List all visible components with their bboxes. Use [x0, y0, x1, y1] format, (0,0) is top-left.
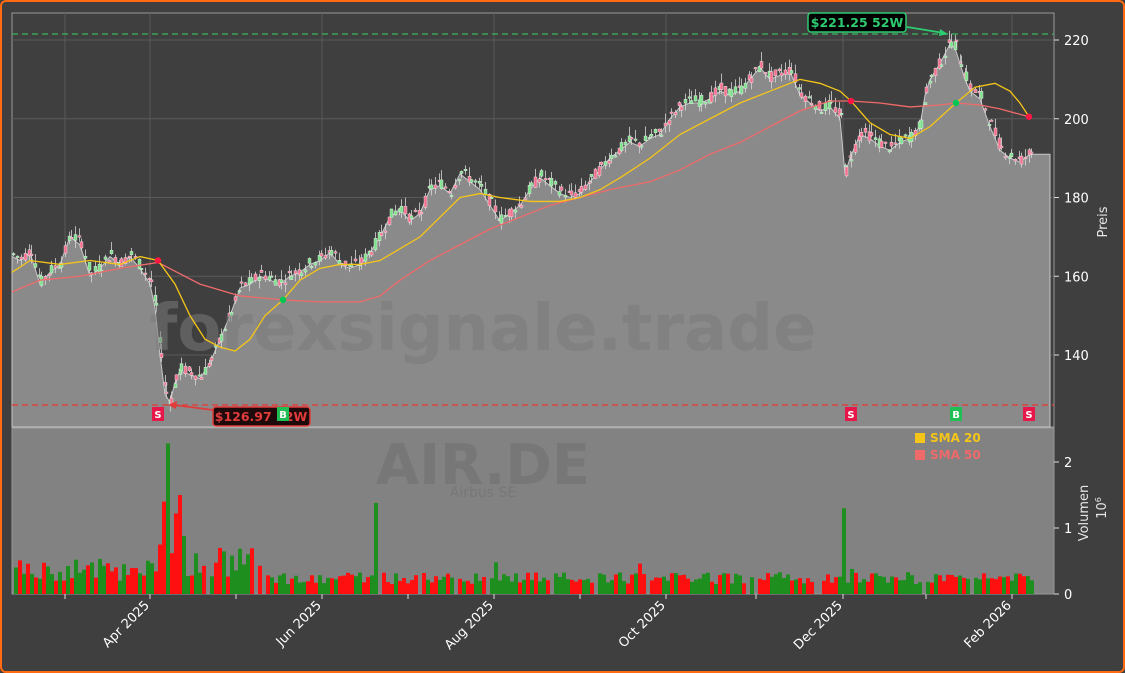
- crossover-markers: [154, 97, 1033, 304]
- svg-text:B: B: [952, 410, 960, 421]
- sma50-line: [11, 100, 1030, 303]
- svg-text:S: S: [1025, 410, 1032, 421]
- svg-text:Oct 2025: Oct 2025: [616, 598, 669, 651]
- legend-swatch-sma50: [915, 450, 925, 460]
- low-52w-label: $126.97 52W: [215, 409, 308, 424]
- crossover-dot: [847, 97, 855, 105]
- svg-text:2: 2: [1064, 456, 1072, 471]
- volume-axis: 0 1 2: [1054, 456, 1072, 603]
- svg-text:S: S: [154, 410, 161, 421]
- svg-text:140: 140: [1064, 349, 1089, 364]
- svg-text:200: 200: [1064, 113, 1089, 128]
- signal-S: S: [152, 407, 164, 421]
- svg-text:220: 220: [1064, 34, 1089, 49]
- crossover-dot: [1025, 113, 1033, 120]
- high-52w-annotation: $221.25 52W: [807, 12, 948, 36]
- signal-B: B: [950, 407, 962, 421]
- svg-text:Apr 2025: Apr 2025: [100, 598, 153, 651]
- signal-B: B: [277, 407, 289, 421]
- volume-axis-title: Volumen: [1077, 485, 1092, 542]
- sma20-line: [11, 78, 1030, 352]
- svg-text:1: 1: [1064, 522, 1072, 537]
- crossover-dot: [279, 296, 287, 304]
- volume-multiplier: 106: [1094, 497, 1110, 519]
- crossover-dot: [952, 99, 960, 107]
- volume-bars: [14, 443, 1034, 594]
- svg-text:Jun 2025: Jun 2025: [273, 598, 325, 650]
- symbol-watermark: AIR.DE: [376, 433, 590, 498]
- candles: [11, 30, 1034, 412]
- signal-S: S: [845, 407, 857, 421]
- crossover-dot: [154, 257, 162, 264]
- watermark: forexsignale.trade: [150, 292, 817, 366]
- company-watermark: Airbus SE: [450, 485, 516, 501]
- legend-swatch-sma20: [915, 433, 925, 443]
- svg-text:0: 0: [1064, 588, 1072, 603]
- high-52w-label: $221.25 52W: [811, 15, 904, 30]
- time-axis: Apr 2025 Jun 2025 Aug 2025 Oct 2025 Dec 2025…: [64, 594, 1015, 653]
- signal-S: S: [1023, 407, 1035, 421]
- legend-label-sma50: SMA 50: [930, 448, 981, 462]
- legend-label-sma20: SMA 20: [930, 431, 981, 445]
- legend: SMA 20 SMA 50: [915, 431, 981, 462]
- price-axis: 140 160 180 200 220: [1054, 34, 1089, 364]
- svg-text:Dec 2025: Dec 2025: [791, 598, 846, 653]
- svg-text:180: 180: [1064, 192, 1089, 207]
- svg-text:Feb 2026: Feb 2026: [962, 598, 1015, 651]
- price-axis-title: Preis: [1096, 206, 1111, 237]
- svg-text:S: S: [847, 410, 854, 421]
- svg-text:Aug 2025: Aug 2025: [442, 598, 497, 653]
- svg-text:B: B: [279, 410, 287, 421]
- svg-text:160: 160: [1064, 270, 1089, 285]
